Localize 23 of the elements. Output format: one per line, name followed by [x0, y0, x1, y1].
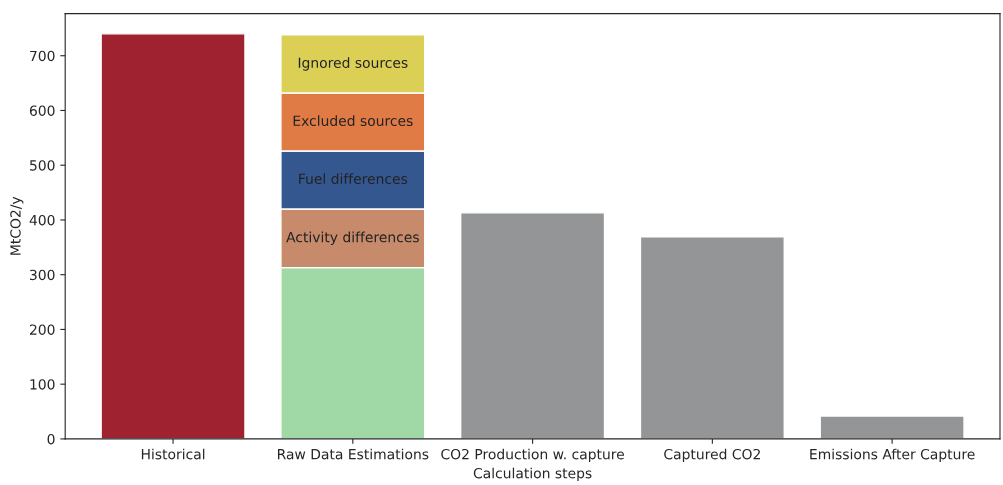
- x-tick-label: Historical: [141, 448, 205, 460]
- y-tick-label: 300: [30, 269, 55, 281]
- y-axis-title: MtCO2/y: [10, 196, 24, 255]
- x-axis-title: Calculation steps: [473, 467, 592, 482]
- bar: [639, 236, 785, 439]
- bar: [459, 212, 606, 439]
- y-tick-label: 700: [30, 50, 55, 62]
- y-tick-label: 500: [30, 160, 55, 171]
- series-label: Excluded sources: [293, 115, 413, 126]
- x-tick-label: Captured CO2: [664, 448, 760, 463]
- y-tick-label: 600: [29, 105, 55, 116]
- y-tick-label: 0: [47, 433, 55, 445]
- x-tick-label: CO2 Production w. capture: [441, 448, 624, 463]
- y-tick-label: 400: [29, 214, 55, 226]
- bar: [819, 415, 965, 439]
- bar: [100, 33, 246, 439]
- x-tick-label: Emissions After Capture: [810, 448, 975, 463]
- y-tick-label: 200: [29, 324, 55, 335]
- x-tick-label: Raw Data Estimations: [277, 448, 429, 460]
- series-label: Fuel differences: [299, 173, 408, 185]
- y-tick-label: 100: [30, 379, 55, 390]
- series-label: Activity differences: [286, 231, 419, 246]
- series-label: Ignored sources: [298, 57, 408, 71]
